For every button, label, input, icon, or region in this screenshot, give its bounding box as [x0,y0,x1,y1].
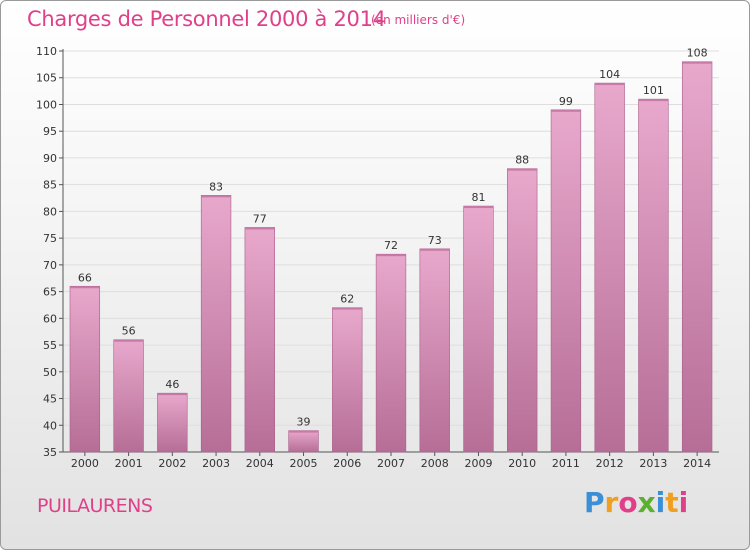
y-tick-label: 40 [43,419,57,432]
bar-top-edge [507,168,538,171]
bar-top-edge [594,83,625,86]
logo-letter: i [678,486,689,519]
y-tick-label: 60 [43,312,57,325]
data-label: 99 [559,95,573,108]
bar-top-edge [638,99,669,102]
bar [113,339,144,453]
y-tick-label: 105 [36,72,57,85]
bar [681,61,713,453]
labels: 35 40 45 50 55 60 65 70 75 80 85 90 95 100 105 110 66 200… [36,45,711,470]
data-label: 66 [78,271,92,284]
bar [288,430,319,453]
logo-letter: o [618,486,638,519]
bar [157,392,188,453]
bar [463,205,494,453]
proxiti-logo: Proxiti [584,486,688,519]
bar [419,248,450,453]
data-label: 104 [599,68,620,81]
bar-top-edge [244,227,275,230]
data-label: 56 [122,325,136,338]
data-label: 46 [165,378,179,391]
data-label: 83 [209,180,223,193]
y-tick-label: 110 [36,45,57,58]
data-label: 39 [297,416,311,429]
x-tick-label: 2012 [596,457,624,470]
bar [332,307,363,453]
bar-top-edge [463,206,494,209]
y-tick-label: 90 [43,152,57,165]
x-tick-label: 2008 [421,457,449,470]
commune-name: PUILAURENS [37,495,153,517]
bar-top-edge [113,339,144,342]
bar-top-edge [376,254,406,257]
x-tick-label: 2002 [158,457,186,470]
y-tick-label: 75 [43,232,57,245]
logo-letter: P [584,486,605,519]
bar-top-edge [332,307,363,310]
y-tick-label: 95 [43,125,57,138]
data-label: 108 [687,47,708,60]
x-tick-label: 2001 [115,457,143,470]
data-label: 101 [643,84,664,97]
logo-letter: t [665,486,679,519]
y-tick-label: 70 [43,259,57,272]
y-tick-label: 65 [43,286,57,299]
bar [507,168,538,453]
bars [69,61,713,453]
x-tick-label: 2006 [333,457,361,470]
bar [594,82,625,453]
x-tick-label: 2000 [71,457,99,470]
bar [550,109,582,453]
logo-letter: i [655,486,666,519]
data-label: 77 [253,212,267,225]
chart-subtitle: (en milliers d'€) [371,13,466,27]
x-tick-label: 2013 [639,457,667,470]
bar-top-edge [551,109,581,112]
bar [638,98,669,453]
chart-title: Charges de Personnel 2000 à 2014 [27,7,386,31]
bar [69,285,101,453]
bar-top-edge [682,61,713,64]
x-tick-label: 2005 [290,457,318,470]
y-tick-label: 35 [43,446,57,459]
bar [375,253,407,453]
x-tick-label: 2004 [246,457,274,470]
x-tick-label: 2011 [552,457,580,470]
bar-top-edge [419,248,450,251]
x-tick-label: 2009 [464,457,492,470]
data-label: 88 [515,154,529,167]
data-label: 62 [340,293,354,306]
bar-top-edge [69,286,100,289]
y-tick-label: 55 [43,339,57,352]
x-tick-label: 2014 [683,457,711,470]
logo-letter: r [604,486,619,519]
data-label: 73 [428,234,442,247]
bar-top-edge [201,195,231,198]
x-tick-label: 2007 [377,457,405,470]
y-tick-label: 80 [43,205,57,218]
y-tick-label: 85 [43,179,57,192]
logo-letter: x [637,486,656,519]
y-tick-label: 100 [36,98,57,111]
y-tick-label: 50 [43,366,57,379]
bar-top-edge [288,430,319,433]
bar [200,195,232,453]
bar [244,227,275,453]
data-label: 72 [384,239,398,252]
x-tick-label: 2010 [508,457,536,470]
x-tick-label: 2003 [202,457,230,470]
bar-top-edge [157,393,188,396]
data-label: 81 [471,191,485,204]
y-tick-label: 45 [43,393,57,406]
